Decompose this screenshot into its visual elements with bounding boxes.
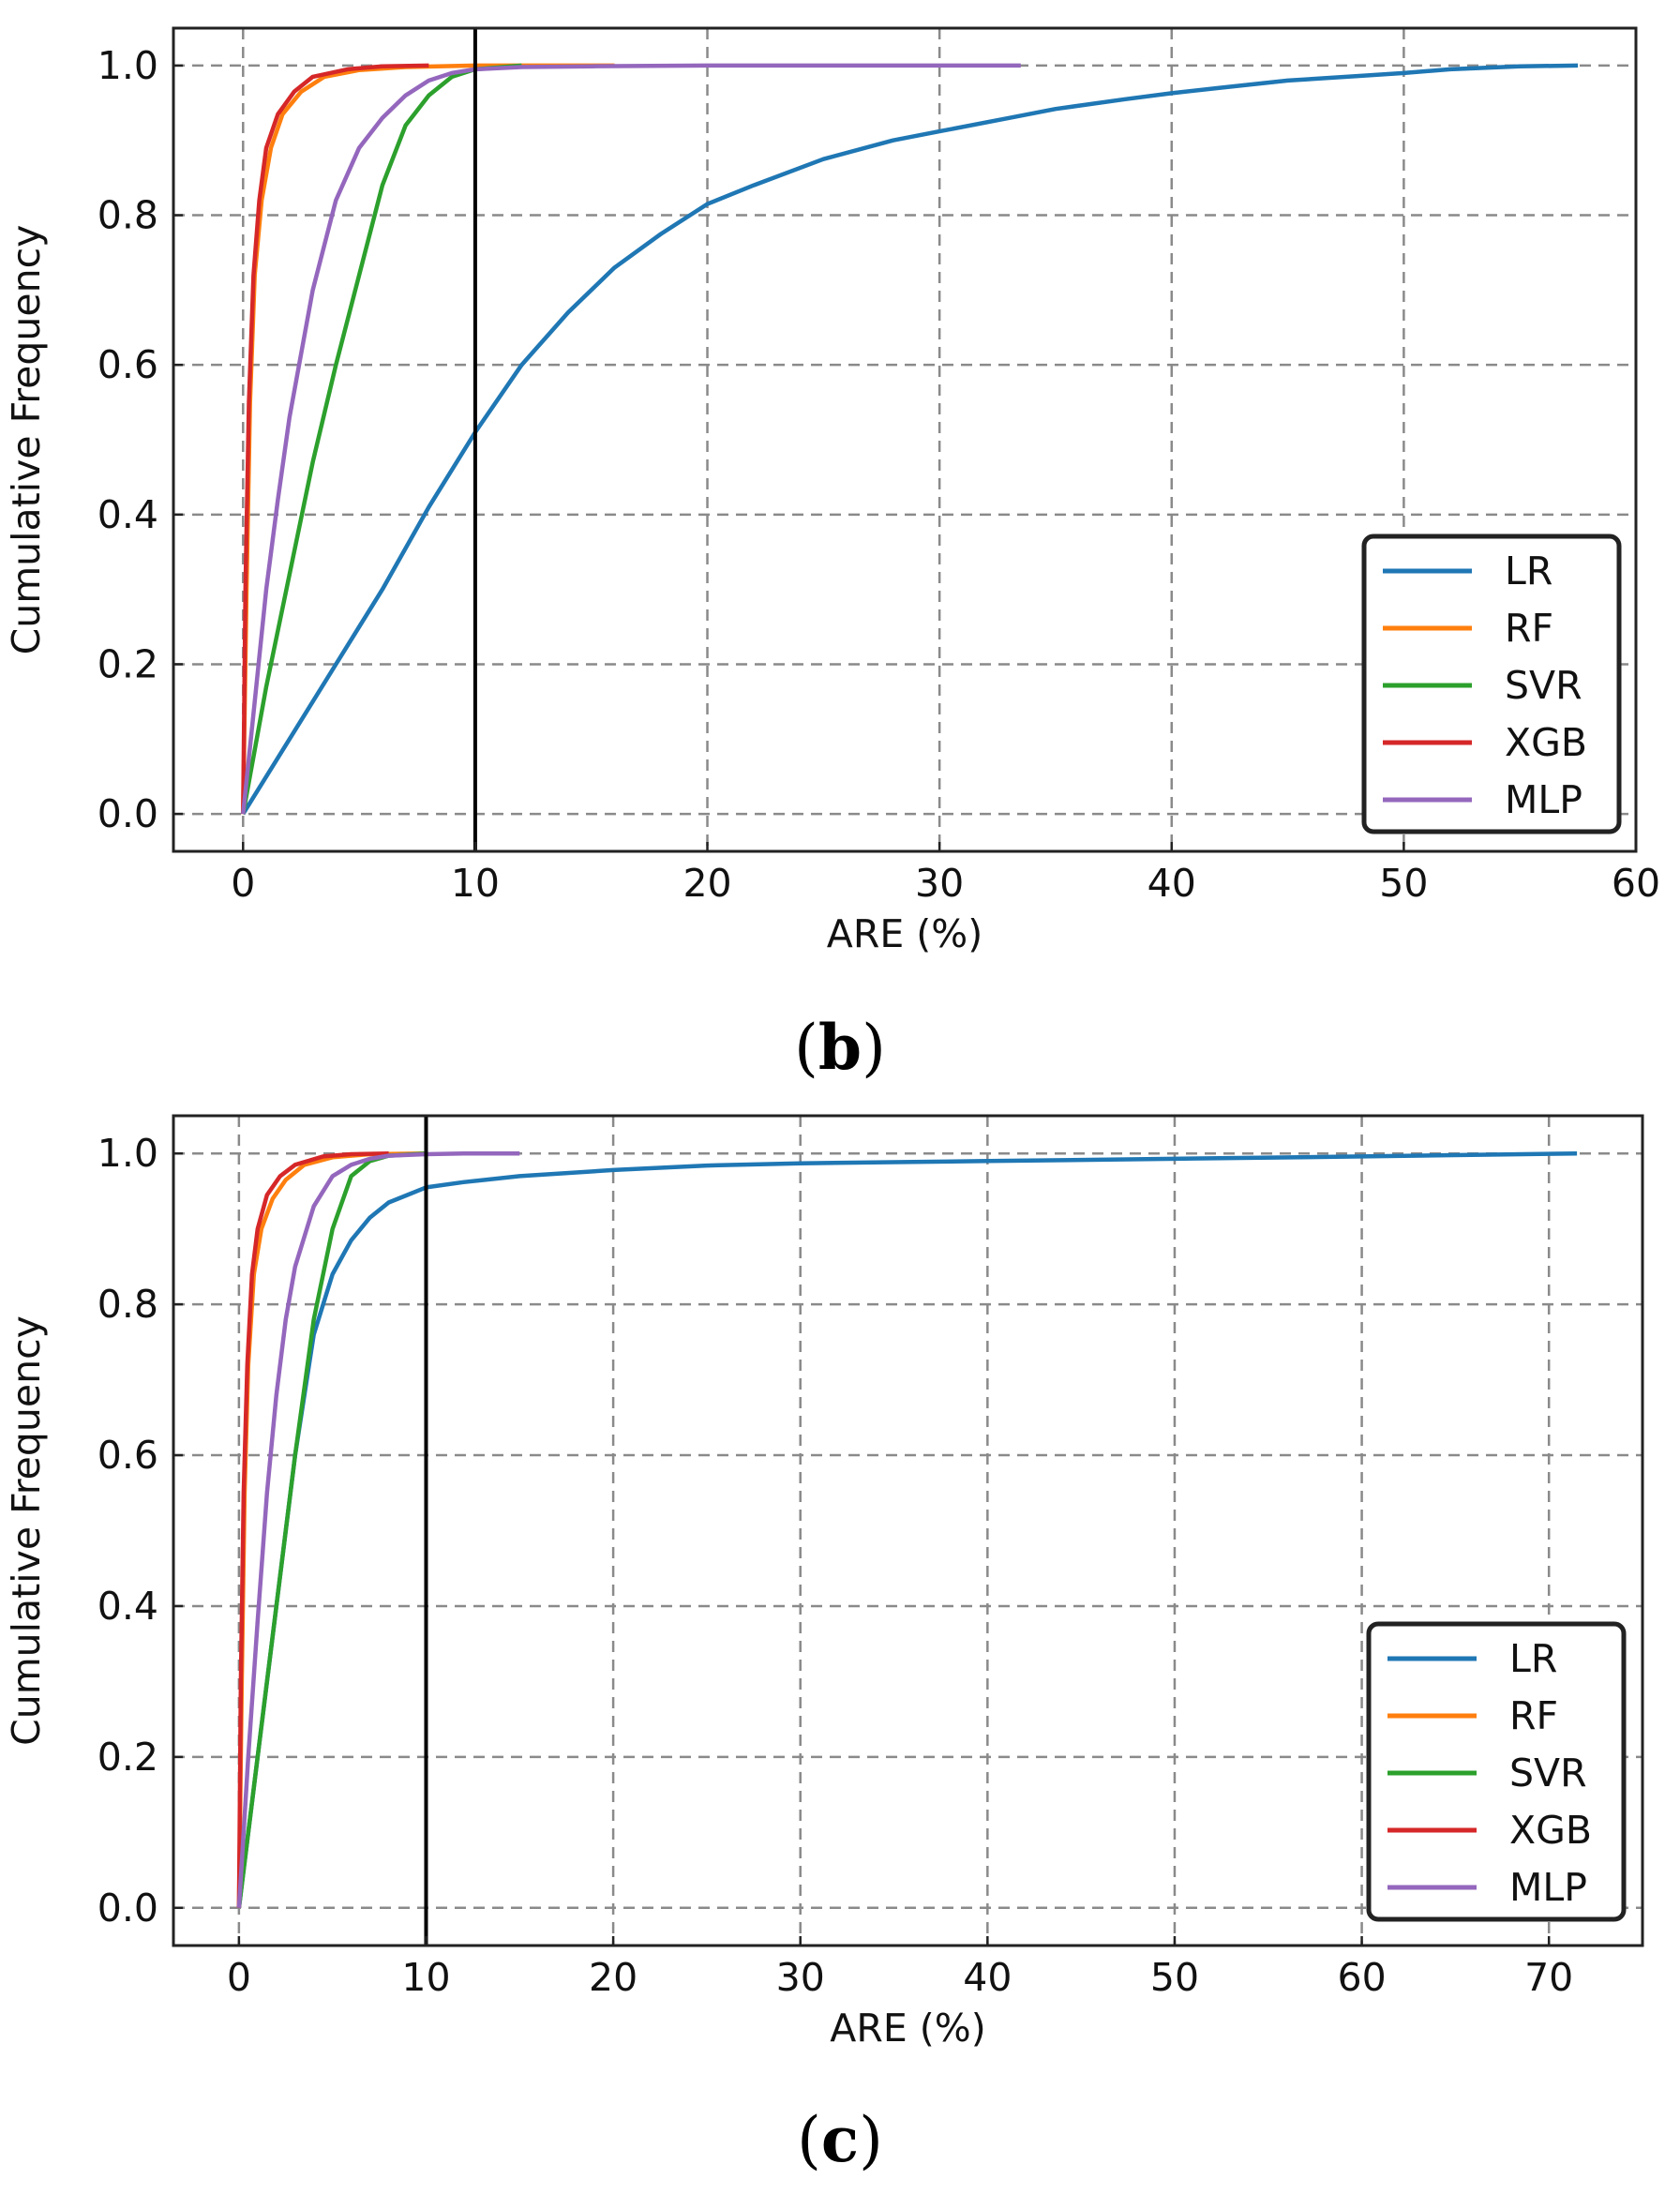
series-b bbox=[241, 63, 1579, 816]
legend-label-lr-c: LR bbox=[1509, 1636, 1557, 1681]
x-tick-label-c: 10 bbox=[401, 1955, 450, 2000]
x-ticks-b: 0 10 20 30 40 50 60 bbox=[231, 842, 1660, 906]
legend-b: LR RF SVR XGB MLP bbox=[1361, 533, 1622, 834]
series-line-xgb-b bbox=[241, 63, 429, 815]
axes-frame-c bbox=[172, 1114, 1644, 1947]
series-line-mlp-c bbox=[236, 1150, 520, 1908]
y-ticks-c: 0.0 0.2 0.4 0.6 0.8 1.0 bbox=[98, 1131, 183, 1931]
y-tick-label-c: 0.6 bbox=[98, 1433, 158, 1478]
x-tick-label-c: 50 bbox=[1150, 1955, 1199, 2000]
x-ticks-c: 0 10 20 30 40 50 60 70 bbox=[227, 1936, 1573, 2000]
series-line-xgb-c bbox=[236, 1150, 389, 1908]
y-tick-label-b: 0.8 bbox=[98, 193, 158, 238]
y-tick-label-c: 0.0 bbox=[98, 1886, 158, 1931]
legend-label-svr-b: SVR bbox=[1505, 663, 1582, 708]
series-line-mlp-b bbox=[241, 63, 1021, 815]
panel-letter-b: b bbox=[818, 1011, 862, 1084]
x-tick-label-b: 60 bbox=[1612, 861, 1660, 906]
x-tick-label-c: 0 bbox=[227, 1955, 251, 2000]
legend-label-rf-c: RF bbox=[1509, 1693, 1558, 1738]
series-c bbox=[236, 1150, 1578, 1909]
x-tick-label-c: 60 bbox=[1337, 1955, 1386, 2000]
series-line-svr-b bbox=[241, 63, 522, 815]
legend-c: LR RF SVR XGB MLP bbox=[1366, 1621, 1627, 1922]
x-tick-label-b: 40 bbox=[1148, 861, 1196, 906]
series-line-svr-c bbox=[236, 1150, 427, 1909]
y-tick-label-c: 0.8 bbox=[98, 1282, 158, 1327]
y-tick-label-b: 0.4 bbox=[98, 492, 158, 537]
panel-letter-c: c bbox=[821, 2103, 859, 2176]
x-tick-label-b: 30 bbox=[915, 861, 964, 906]
y-tick-label-c: 0.4 bbox=[98, 1584, 158, 1629]
legend-box-b bbox=[1361, 533, 1622, 834]
legend-label-xgb-b: XGB bbox=[1505, 720, 1587, 765]
y-tick-label-b: 0.0 bbox=[98, 791, 158, 836]
legend-label-lr-b: LR bbox=[1505, 548, 1552, 594]
x-tick-label-b: 50 bbox=[1379, 861, 1428, 906]
chart-panel-b: 0 10 20 30 40 50 60 0.0 0.2 0.4 0.6 0.8 1.0 ARE (%)… bbox=[4, 26, 1660, 1084]
x-tick-label-c: 20 bbox=[589, 1955, 638, 2000]
y-axis-label-c: Cumulative Frequency bbox=[4, 1315, 49, 1746]
series-line-rf-c bbox=[236, 1150, 427, 1908]
x-tick-label-c: 40 bbox=[963, 1955, 1012, 2000]
axes-frame-b bbox=[172, 26, 1638, 853]
chart-panel-c: 0 10 20 30 40 50 60 70 0.0 0.2 0.4 0.6 0.8 1.0 ARE (… bbox=[4, 1114, 1644, 2176]
x-axis-label-b: ARE (%) bbox=[827, 911, 982, 956]
series-line-lr-b bbox=[241, 63, 1579, 816]
y-tick-label-b: 0.6 bbox=[98, 342, 158, 387]
legend-label-svr-c: SVR bbox=[1509, 1751, 1587, 1796]
legend-label-mlp-b: MLP bbox=[1505, 777, 1582, 822]
legend-box-c bbox=[1366, 1621, 1627, 1922]
y-tick-label-b: 0.2 bbox=[98, 641, 158, 686]
x-tick-label-b: 10 bbox=[451, 861, 500, 906]
y-ticks-b: 0.0 0.2 0.4 0.6 0.8 1.0 bbox=[98, 43, 183, 836]
x-tick-label-c: 30 bbox=[776, 1955, 825, 2000]
x-axis-label-c: ARE (%) bbox=[830, 2006, 985, 2051]
y-tick-label-b: 1.0 bbox=[98, 43, 158, 88]
legend-label-mlp-c: MLP bbox=[1509, 1865, 1587, 1910]
series-line-rf-b bbox=[241, 63, 615, 815]
x-tick-label-c: 70 bbox=[1524, 1955, 1573, 2000]
legend-label-xgb-c: XGB bbox=[1509, 1808, 1592, 1853]
y-axis-label-b: Cumulative Frequency bbox=[4, 225, 49, 655]
y-tick-label-c: 0.2 bbox=[98, 1735, 158, 1780]
x-tick-label-b: 0 bbox=[231, 861, 255, 906]
x-tick-label-b: 20 bbox=[682, 861, 731, 906]
panel-label-c: (c) bbox=[797, 2103, 883, 2176]
panel-label-b: (b) bbox=[794, 1011, 886, 1084]
y-tick-label-c: 1.0 bbox=[98, 1131, 158, 1176]
legend-label-rf-b: RF bbox=[1505, 606, 1553, 651]
